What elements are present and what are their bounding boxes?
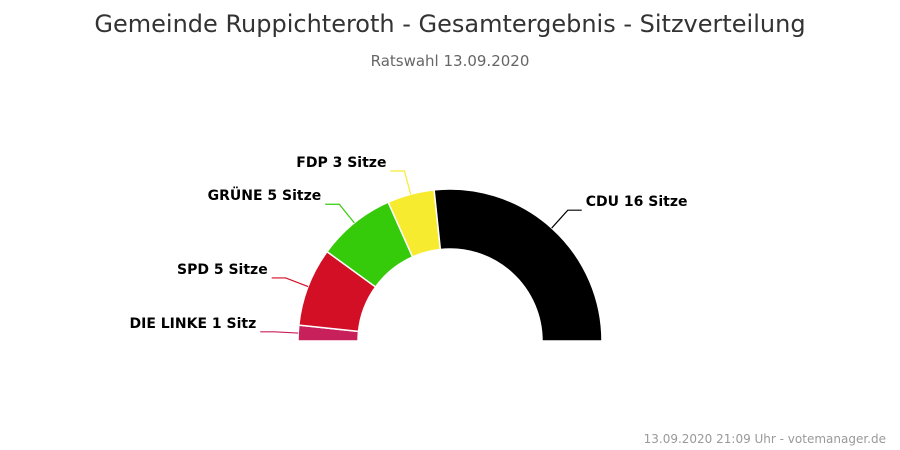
connector-spd (271, 277, 309, 288)
slice-cdu (433, 188, 603, 342)
credit-text: 13.09.2020 21:09 Uhr - votemanager.de (643, 432, 886, 446)
slice-group (297, 188, 603, 342)
chart-title: Gemeinde Ruppichteroth - Gesamtergebnis … (94, 10, 806, 38)
connector-die-linke (260, 331, 299, 334)
connector-group (260, 170, 582, 334)
chart-subtitle: Ratswahl 13.09.2020 (370, 52, 530, 70)
label-fdp: FDP 3 Sitze (296, 155, 386, 171)
connector-grune (325, 203, 355, 224)
label-cdu: CDU 16 Sitze (586, 194, 688, 210)
label-grune: GRÜNE 5 Sitze (208, 186, 322, 204)
connector-cdu (551, 209, 582, 229)
label-spd: SPD 5 Sitze (177, 262, 268, 278)
label-group: DIE LINKE 1 Sitz SPD 5 Sitze GRÜNE 5 Sitze… (129, 155, 687, 332)
label-die-linke: DIE LINKE 1 Sitz (129, 316, 256, 332)
connector-fdp (390, 170, 412, 195)
